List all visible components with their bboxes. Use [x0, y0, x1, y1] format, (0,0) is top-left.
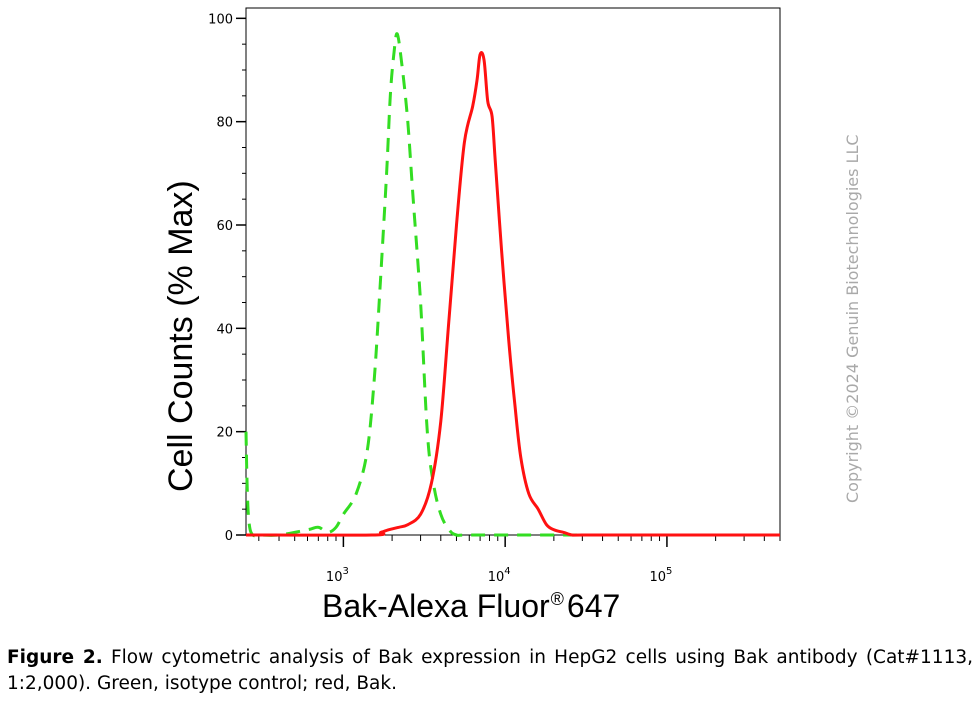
x-axis-label-tail: 647: [566, 588, 621, 624]
registered-mark: ®: [550, 589, 564, 609]
isotype-control-curve: [244, 32, 780, 538]
x-tick-label: 104: [488, 566, 511, 585]
caption-text: Flow cytometric analysis of Bak expressi…: [7, 647, 974, 694]
bak-curve: [245, 51, 780, 537]
y-tick-label: 40: [216, 322, 233, 337]
caption-label: Figure 2.: [7, 647, 103, 668]
y-tick-label: 60: [216, 219, 233, 234]
y-tick-label: 100: [208, 12, 233, 27]
x-axis-label-main: Bak-Alexa Fluor: [322, 588, 550, 624]
series-layer: [244, 32, 780, 538]
y-tick-label: 80: [216, 116, 233, 131]
y-axis: 0 20 40 60 80 100: [208, 12, 246, 544]
copyright-watermark: Copyright ©2024 Genuin Biotechnologies L…: [843, 134, 862, 503]
y-tick-label: 0: [225, 529, 233, 544]
figure-caption: Figure 2. Flow cytometric analysis of Ba…: [7, 645, 973, 697]
y-tick-label: 20: [216, 426, 233, 441]
x-axis-label: Bak-Alexa Fluor®647: [322, 588, 620, 625]
x-axis: 103 104 105: [258, 535, 781, 585]
y-axis-label: Cell Counts (% Max): [162, 180, 200, 492]
x-tick-label: 105: [649, 566, 672, 585]
plot-frame: [245, 7, 781, 536]
x-tick-label: 103: [326, 566, 349, 585]
